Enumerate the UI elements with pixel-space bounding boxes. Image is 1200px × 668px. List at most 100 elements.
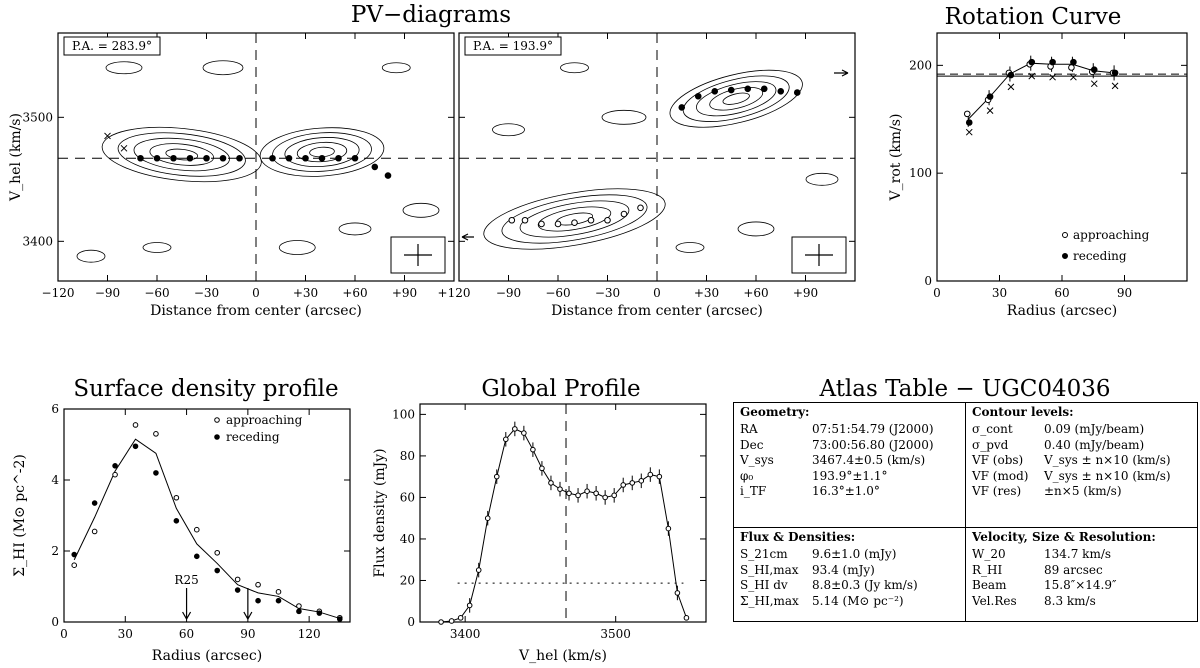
noise-contour xyxy=(805,172,839,186)
receding-point xyxy=(1090,66,1098,73)
atlas-value: 0.40 (mJy/beam) xyxy=(1044,437,1145,452)
surface-density-title: Surface density profile xyxy=(73,376,338,402)
x-tick-label: +60 xyxy=(743,286,768,300)
atlas-row: V_sys 3467.4±0.5 (km/s) xyxy=(740,453,959,469)
profile-point xyxy=(593,490,599,497)
receding-point xyxy=(986,93,994,100)
pv-point xyxy=(269,154,276,162)
atlas-key: S_HI dv xyxy=(740,578,788,592)
x-tick-label: +90 xyxy=(793,286,818,300)
legend-receding-marker xyxy=(1062,253,1068,259)
receding-point xyxy=(153,470,159,476)
pv-contour xyxy=(133,137,230,172)
x-tick-label: −90 xyxy=(496,286,521,300)
pa-label: P.A. = 283.9° xyxy=(72,39,152,53)
noise-contour xyxy=(560,62,589,74)
model-point xyxy=(1111,82,1119,90)
pa-label-box xyxy=(464,36,562,56)
x-axis-label: Radius (arcsec) xyxy=(1007,303,1117,319)
atlas-value: 193.9°±1.1° xyxy=(812,468,888,483)
x-tick-label: 60 xyxy=(179,627,194,641)
profile-point xyxy=(548,480,554,486)
atlas-contours-heading: Contour levels: xyxy=(972,405,1074,419)
x-tick-label: 30 xyxy=(992,286,1007,300)
atlas-value: 9.6±1.0 (mJy) xyxy=(812,547,897,561)
atlas-key: VF (obs) xyxy=(972,453,1024,467)
pv-point xyxy=(508,216,516,224)
receding-arrow xyxy=(834,69,849,77)
approaching-point xyxy=(91,528,98,535)
x-tick-label: 3500 xyxy=(600,627,631,641)
atlas-key: Beam xyxy=(972,578,1007,592)
atlas-key: Dec xyxy=(740,437,764,452)
approaching-point xyxy=(963,110,971,118)
profile-point xyxy=(602,494,608,501)
average-profile-line xyxy=(73,438,340,619)
atlas-row: Dec 73:00:56.80 (J2000) xyxy=(740,438,959,454)
approaching-point xyxy=(296,603,302,609)
receding-point xyxy=(1028,58,1036,66)
model-point xyxy=(1049,73,1056,81)
noise-contour xyxy=(105,61,143,75)
profile-point xyxy=(521,430,527,436)
atlas-value: ±n×5 (km/s) xyxy=(1044,484,1122,498)
beam-box xyxy=(390,236,446,274)
profile-point xyxy=(566,490,572,497)
global-profile: 3400 3500 0 20 40 60 80 100 V_hel (km/s) Flux den… xyxy=(372,403,707,664)
pv-point xyxy=(104,132,111,140)
receding-point xyxy=(965,119,973,126)
y-tick-label: 0 xyxy=(407,615,415,629)
receding-point xyxy=(275,597,282,604)
receding-point xyxy=(234,587,241,593)
atlas-key: RA xyxy=(740,422,758,436)
noise-contour xyxy=(142,242,172,253)
atlas-key: VF (mod) xyxy=(972,468,1029,483)
x-tick-label: 0 xyxy=(933,286,941,300)
x-axis-label: Distance from center (arcsec) xyxy=(150,303,362,319)
x-tick-label: +60 xyxy=(342,286,367,300)
profile-point xyxy=(584,488,590,495)
legend-approaching: approaching xyxy=(1073,228,1150,242)
atlas-value: 5.14 (M⊙ pc⁻²) xyxy=(812,593,904,608)
x-axis-label: V_hel (km/s) xyxy=(518,648,607,664)
plot-frame xyxy=(63,408,351,623)
y-tick-label: 100 xyxy=(392,407,415,421)
atlas-row: R_HI 89 arcsec xyxy=(972,563,1191,579)
approaching-point xyxy=(255,581,261,588)
pv-contour xyxy=(709,86,764,111)
noise-contour xyxy=(737,221,775,237)
x-tick-label: 60 xyxy=(1054,286,1069,300)
receding-point xyxy=(71,551,78,558)
pv-contour xyxy=(696,81,777,117)
pv-contour xyxy=(259,127,385,177)
profile-point xyxy=(683,615,690,621)
atlas-value: 134.7 km/s xyxy=(1044,547,1112,561)
atlas-row: S_HI dv 8.8±0.3 (Jy km/s) xyxy=(740,578,959,594)
atlas-row: σ_cont 0.09 (mJy/beam) xyxy=(972,422,1191,438)
atlas-key: V_sys xyxy=(740,453,774,467)
receding-point xyxy=(112,463,118,469)
x-tick-label: 0 xyxy=(60,627,68,641)
y-tick-label: 0 xyxy=(924,274,932,288)
noise-contour xyxy=(381,62,411,74)
pv-point xyxy=(236,154,243,162)
atlas-row: VF (res) ±n×5 (km/s) xyxy=(972,484,1191,500)
receding-point xyxy=(193,553,200,560)
pv-contour xyxy=(284,137,360,168)
atlas-key: S_HI,max xyxy=(740,562,799,577)
legend-receding: receding xyxy=(226,430,280,444)
atlas-value: 89 arcsec xyxy=(1044,562,1103,577)
profile-point xyxy=(674,590,681,596)
noise-contour xyxy=(76,249,106,263)
approaching-point xyxy=(1068,64,1075,71)
atlas-row: Σ_HI,max 5.14 (M⊙ pc⁻²) xyxy=(740,594,959,610)
pv-point xyxy=(186,154,194,162)
atlas-row: Beam 15.8″×14.9″ xyxy=(972,578,1191,594)
approaching-point xyxy=(214,549,221,556)
pv-title: PV−diagrams xyxy=(351,2,511,28)
y-tick-label: 100 xyxy=(909,166,932,180)
atlas-key: S_21cm xyxy=(740,547,788,561)
profile-point xyxy=(503,436,509,443)
y-tick-label: 60 xyxy=(400,490,415,504)
atlas-velocity-size: Velocity, Size & Resolution: W_20 134.7 k… xyxy=(966,528,1197,621)
